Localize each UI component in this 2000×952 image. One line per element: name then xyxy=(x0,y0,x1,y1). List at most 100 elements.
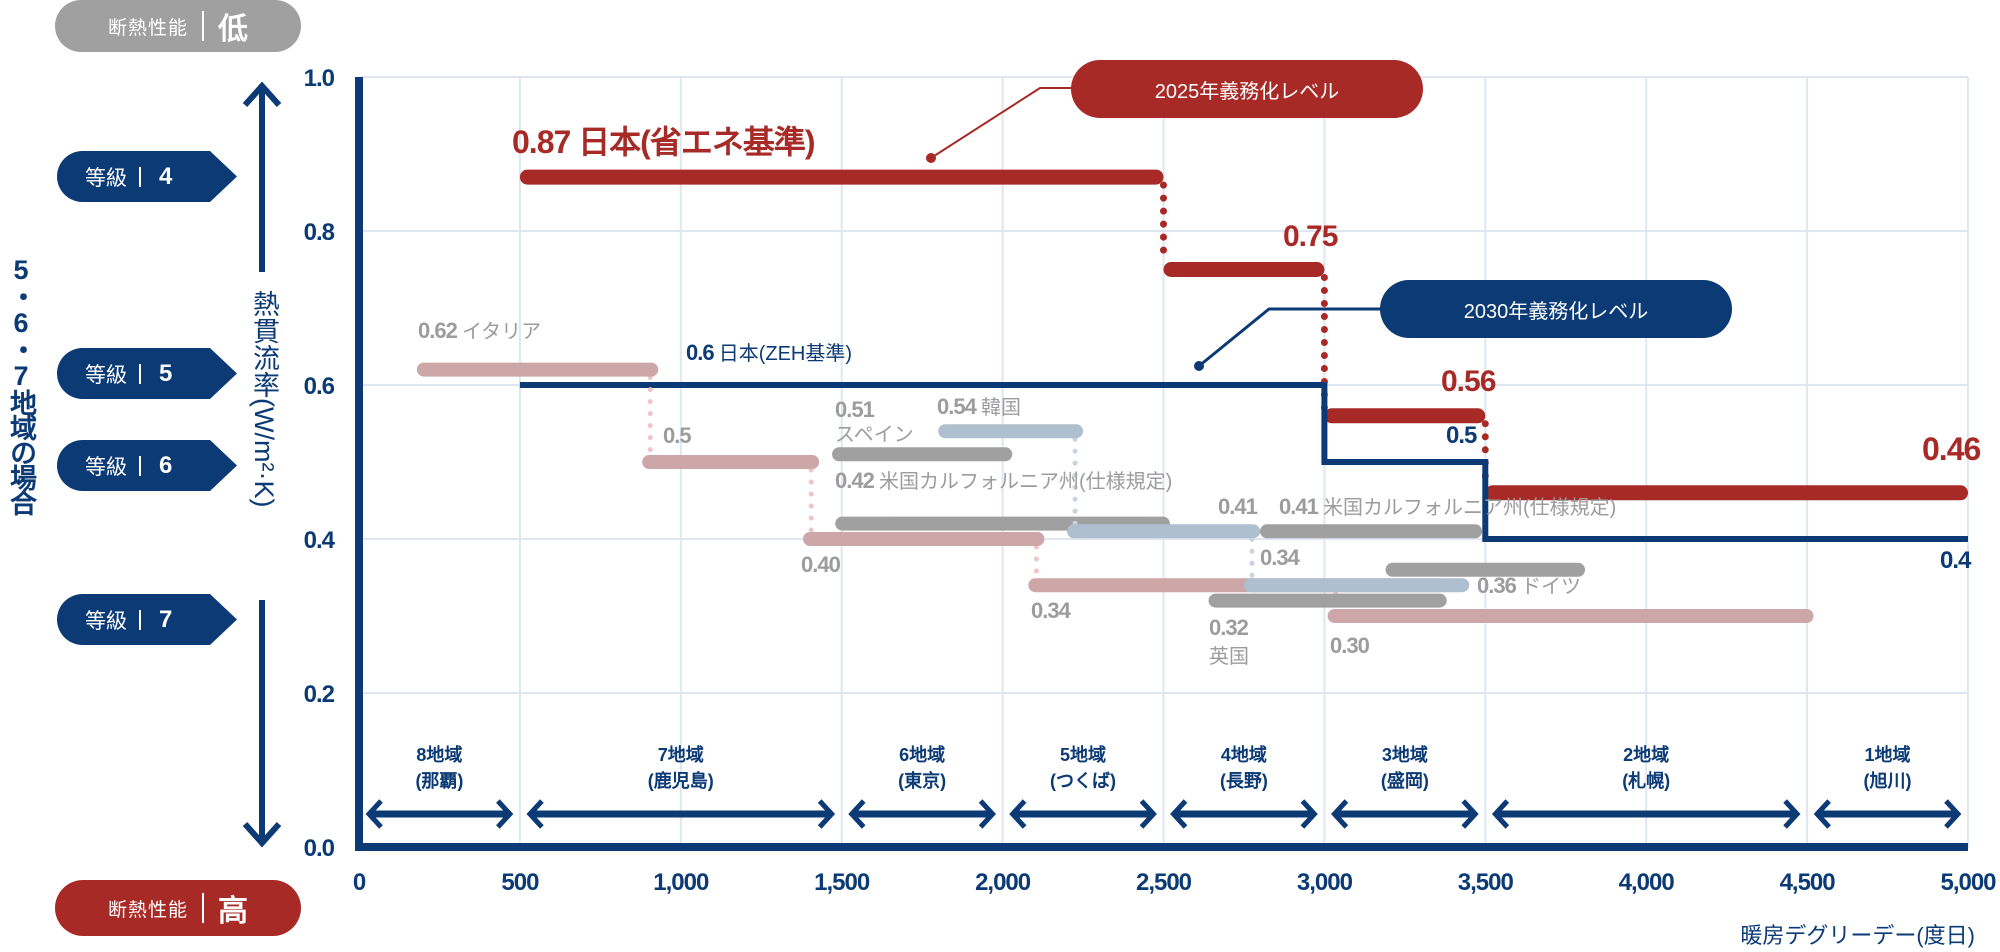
zone-city: (那覇) xyxy=(415,771,464,791)
insulation-level: 低 xyxy=(218,13,248,46)
y-axis-title: 熱貫流率(W/m²·K) xyxy=(245,290,284,508)
label-uk-name: 英国 xyxy=(1209,645,1249,667)
label-california-042: 0.42 米国カルフォルニア州(仕様規定) xyxy=(835,468,1173,493)
zone-arrow-right-head xyxy=(1944,799,1962,829)
zone-arrow-right-head xyxy=(1783,799,1801,829)
label-italy-05: 0.5 xyxy=(663,423,692,448)
zone-city: (長野) xyxy=(1219,771,1268,791)
divider xyxy=(139,363,141,384)
label-zeh-06-value: 0.6 xyxy=(686,340,715,365)
callout-2030: 2030年義務化レベル xyxy=(1380,280,1732,338)
zone-arrow-left-head xyxy=(526,799,544,829)
zone-arrow-left-head xyxy=(848,799,866,829)
label-japan-046: 0.46 xyxy=(1922,431,1981,467)
zone-label: 8地域 (那覇) xyxy=(415,742,463,794)
zone-label: 5地域 (つくば) xyxy=(1050,742,1116,794)
label-japan-056: 0.56 xyxy=(1441,365,1496,398)
label-italy-034: 0.34 xyxy=(1031,598,1071,623)
y-tick-label: 0.0 xyxy=(304,835,335,862)
label-italy-062-value: 0.62 xyxy=(418,318,458,343)
grade-label: 等級 xyxy=(85,166,127,190)
insulation-low-pill: 断熱性能 低 xyxy=(55,0,301,52)
zone-name: 8地域 xyxy=(416,745,463,765)
grade-value: 6 xyxy=(159,451,173,479)
grade-tag-7: 等級 7 xyxy=(57,594,237,645)
grade-label: 等級 xyxy=(85,363,127,387)
series-zeh-step-line xyxy=(519,382,1968,542)
y-tick-label: 0.8 xyxy=(304,219,335,246)
label-uk-name-text: 英国 xyxy=(1209,646,1249,668)
label-korea-054: 0.54 韓国 xyxy=(937,394,1021,419)
zone-label: 4地域 (長野) xyxy=(1220,742,1268,794)
grade-label: 等級 xyxy=(85,455,127,479)
zone-label: 6地域 (東京) xyxy=(898,742,946,794)
label-zeh-04: 0.4 xyxy=(1940,547,1971,574)
x-tick-label: 3,500 xyxy=(1458,869,1514,896)
zone-label: 2地域 (札幌) xyxy=(1622,742,1670,794)
zone-arrow-right-head xyxy=(978,799,997,829)
zone-city: (旭川) xyxy=(1863,771,1912,791)
zone-arrow-left-head xyxy=(1170,799,1188,829)
label-japan-087: 0.87 日本(省エネ基準) xyxy=(512,124,815,160)
zone-name: 6地域 xyxy=(899,745,946,765)
zone-arrow-left-head xyxy=(1009,799,1027,829)
zone-arrow-right-head xyxy=(1300,799,1318,829)
x-tick-label: 3,000 xyxy=(1297,869,1353,896)
grade-value: 5 xyxy=(159,359,173,387)
grade-value: 7 xyxy=(159,605,173,633)
label-california-name: 米国カルフォルニア州(仕様規定) xyxy=(1322,497,1617,519)
label-zeh-05: 0.5 xyxy=(1446,422,1477,449)
zone-name: 1地域 xyxy=(1864,745,1911,765)
axes xyxy=(355,77,1968,851)
divider xyxy=(139,609,141,630)
y-tick-label: 1.0 xyxy=(304,65,335,92)
zone-arrow-left-head xyxy=(365,799,383,829)
x-tick-label: 0 xyxy=(353,869,366,896)
zone-arrow-left-head xyxy=(1813,799,1831,829)
zone-city: (東京) xyxy=(898,771,947,791)
zone-name: 2地域 xyxy=(1623,745,1670,765)
insulation-high-pill: 断熱性能 高 xyxy=(55,880,301,936)
x-tick-label: 4,000 xyxy=(1619,869,1675,896)
zone-arrow-right-head xyxy=(1139,799,1157,829)
zone-label: 1地域 (旭川) xyxy=(1864,742,1912,794)
y-tick-label: 0.6 xyxy=(304,373,335,400)
divider xyxy=(139,166,141,187)
label-italy-030: 0.30 xyxy=(1330,633,1370,658)
label-uk-value: 0.32 xyxy=(1209,615,1249,640)
callout-2025: 2025年義務化レベル xyxy=(1071,60,1423,118)
zone-label: 7地域 (鹿児島) xyxy=(648,742,714,794)
x-tick-label: 2,500 xyxy=(1136,869,1192,896)
zone-label: 3地域 (盛岡) xyxy=(1381,742,1429,794)
leader-2030-dot xyxy=(1194,361,1204,371)
grade-tag-4: 等級 4 xyxy=(57,151,237,202)
label-italy-062: 0.62 イタリア xyxy=(418,318,541,343)
insulation-label: 断熱性能 xyxy=(107,17,188,39)
divider xyxy=(202,11,204,41)
insulation-level: 高 xyxy=(218,895,248,928)
grade-label: 等級 xyxy=(85,609,127,633)
label-california-042-value: 0.42 xyxy=(835,468,875,493)
zone-arrow-right-head xyxy=(817,799,836,829)
zone-name: 7地域 xyxy=(657,745,704,765)
label-california-041-value: 0.41 xyxy=(1279,494,1319,519)
zone-name: 5地域 xyxy=(1060,745,1107,765)
label-italy-040: 0.40 xyxy=(801,552,841,577)
tick-labels: 0 500 1,000 1,500 2,000 2,500 3,000 3,500 4,000 4… xyxy=(304,65,1998,896)
label-japan-075: 0.75 xyxy=(1283,220,1338,253)
label-korea-054-value: 0.54 xyxy=(937,394,977,419)
y-tick-label: 0.2 xyxy=(304,681,335,708)
label-california-name: 米国カルフォルニア州(仕様規定) xyxy=(878,471,1173,493)
zone-city: (鹿児島) xyxy=(647,771,714,791)
series-layer xyxy=(416,169,1968,623)
label-korea-name: 韓国 xyxy=(980,397,1021,419)
x-tick-label: 1,000 xyxy=(653,869,709,896)
leader-2025-dot xyxy=(926,153,936,163)
label-korea-034: 0.34 xyxy=(1260,545,1300,570)
zone-arrow-left-head xyxy=(1491,799,1510,829)
label-germany-name: ドイツ xyxy=(1520,576,1581,598)
y-tick-label: 0.4 xyxy=(304,527,336,554)
divider xyxy=(202,893,204,923)
grade-tag-6: 等級 6 xyxy=(57,440,237,491)
